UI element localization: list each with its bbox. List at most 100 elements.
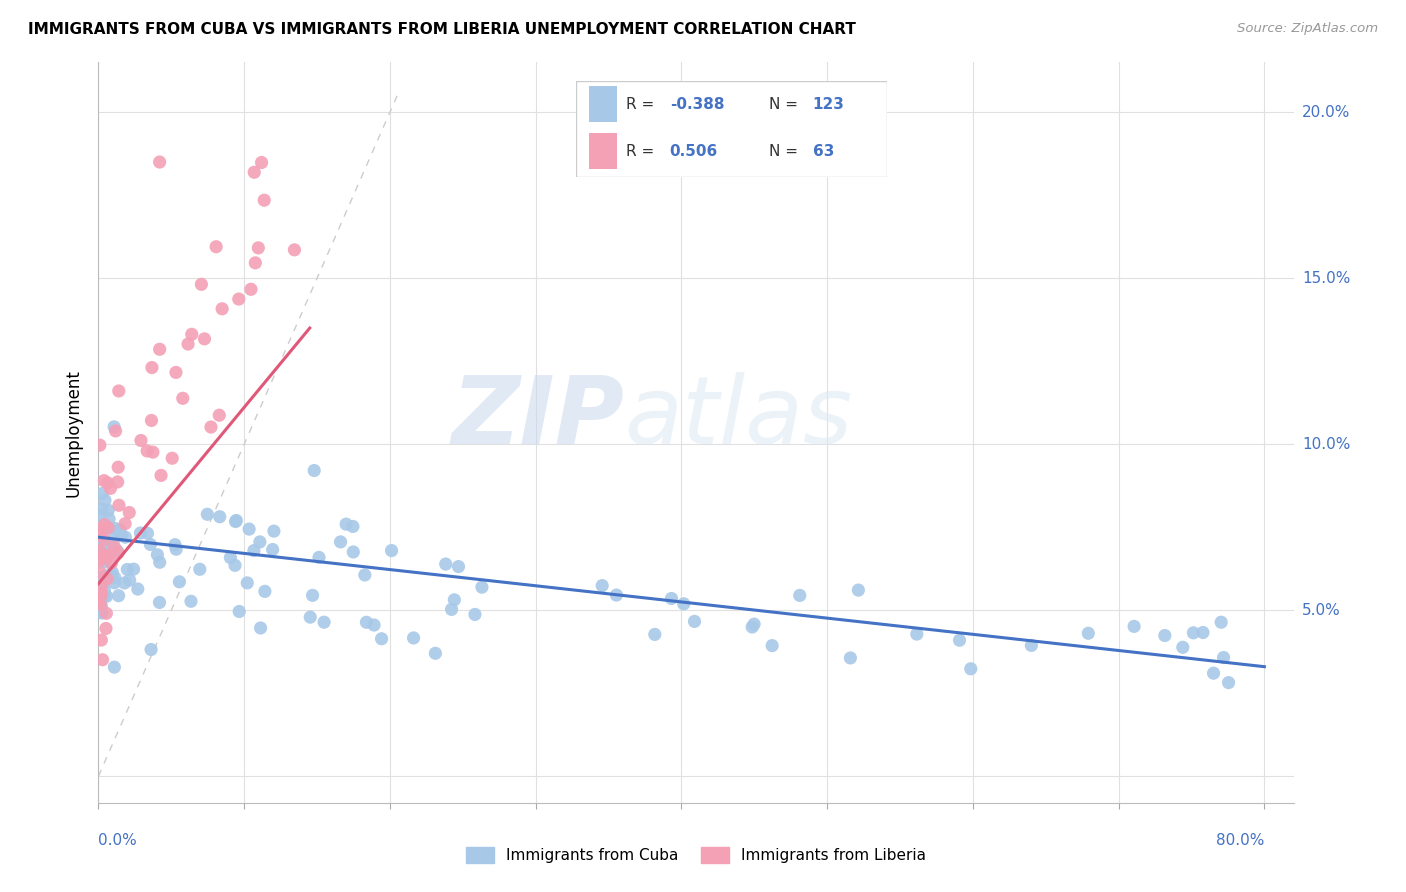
Point: [114, 516, 136, 531]
Point: [122, 562, 145, 576]
Point: [239, 282, 262, 296]
Point: [741, 620, 763, 634]
Point: [103, 575, 125, 590]
Point: [129, 434, 152, 448]
Point: [129, 526, 152, 541]
Point: [160, 451, 183, 466]
Point: [91, 502, 114, 516]
Point: [89, 551, 111, 566]
Point: [89, 553, 111, 567]
Point: [169, 574, 191, 589]
Point: [200, 420, 222, 434]
Text: 0.0%: 0.0%: [98, 833, 138, 848]
Point: [195, 508, 218, 522]
Point: [139, 537, 162, 551]
Point: [363, 618, 385, 632]
Point: [329, 535, 352, 549]
Point: [89, 597, 111, 611]
Point: [103, 420, 125, 434]
Point: [1192, 625, 1215, 640]
Point: [1171, 640, 1194, 655]
Point: [107, 589, 129, 603]
Point: [114, 530, 136, 544]
Point: [163, 538, 186, 552]
Point: [89, 527, 111, 541]
Point: [104, 424, 127, 438]
Point: [253, 584, 276, 599]
Point: [761, 639, 783, 653]
Point: [150, 468, 173, 483]
Legend: Immigrants from Cuba, Immigrants from Liberia: Immigrants from Cuba, Immigrants from Li…: [460, 841, 932, 869]
Point: [117, 562, 139, 576]
Point: [905, 627, 928, 641]
Point: [104, 522, 127, 536]
Point: [91, 549, 114, 564]
Point: [370, 632, 392, 646]
Point: [100, 568, 122, 582]
Y-axis label: Unemployment: Unemployment: [65, 368, 83, 497]
Point: [249, 621, 271, 635]
Point: [402, 631, 425, 645]
Point: [93, 474, 115, 488]
Point: [208, 408, 231, 422]
Point: [605, 588, 627, 602]
Point: [1212, 650, 1234, 665]
Point: [299, 610, 322, 624]
Point: [89, 508, 111, 522]
Point: [94, 569, 117, 583]
Point: [108, 498, 131, 512]
Point: [245, 256, 267, 270]
Point: [283, 243, 305, 257]
Point: [91, 571, 114, 585]
Point: [108, 523, 131, 537]
Point: [94, 555, 117, 569]
Point: [97, 549, 120, 564]
Point: [425, 646, 447, 660]
Point: [238, 522, 260, 536]
Point: [96, 607, 118, 621]
Point: [96, 552, 118, 566]
Point: [262, 542, 284, 557]
Point: [205, 240, 228, 254]
Point: [118, 506, 141, 520]
Point: [342, 519, 364, 533]
Point: [110, 528, 132, 542]
Point: [172, 392, 194, 406]
Point: [148, 595, 170, 609]
Point: [104, 570, 127, 584]
Point: [89, 596, 111, 610]
Point: [180, 594, 202, 608]
Point: [789, 588, 811, 602]
Point: [447, 559, 470, 574]
Point: [312, 615, 335, 630]
Point: [440, 602, 463, 616]
Point: [249, 535, 271, 549]
Point: [243, 165, 266, 179]
Point: [89, 600, 111, 615]
Text: 80.0%: 80.0%: [1216, 833, 1264, 848]
Point: [107, 544, 129, 558]
Point: [464, 607, 486, 622]
Point: [103, 540, 125, 554]
Point: [91, 486, 114, 500]
Point: [434, 557, 457, 571]
Point: [672, 597, 695, 611]
Point: [136, 526, 159, 541]
Point: [90, 579, 112, 593]
Point: [165, 365, 187, 379]
Point: [89, 581, 111, 595]
Point: [91, 653, 114, 667]
Point: [356, 615, 378, 630]
Point: [142, 445, 165, 459]
Point: [193, 332, 215, 346]
Point: [1211, 615, 1233, 630]
Point: [127, 582, 149, 596]
Point: [97, 521, 120, 535]
Point: [141, 360, 163, 375]
Point: [1202, 666, 1225, 681]
Point: [89, 438, 111, 452]
Point: [107, 384, 129, 398]
Point: [353, 568, 375, 582]
Point: [302, 463, 325, 477]
Text: 5.0%: 5.0%: [1302, 603, 1340, 618]
